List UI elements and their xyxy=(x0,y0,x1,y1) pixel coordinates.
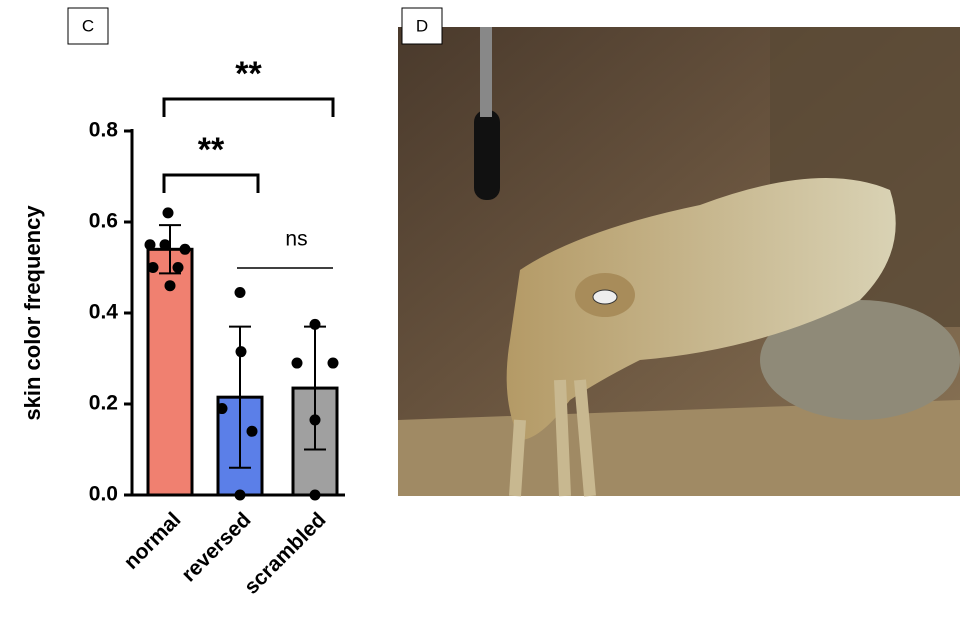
panel-box xyxy=(401,7,443,45)
significance-label: ** xyxy=(198,131,225,169)
x-tick-label: scrambled xyxy=(240,508,331,599)
y-tick-label: 0.6 xyxy=(89,210,118,233)
data-point xyxy=(309,414,321,426)
y-axis-label: skin color frequency xyxy=(20,205,45,421)
significance-label: ** xyxy=(235,55,262,93)
data-point xyxy=(216,403,228,415)
data-point xyxy=(179,243,191,255)
panel-label: D xyxy=(416,16,428,35)
data-point xyxy=(147,262,159,273)
data-point xyxy=(234,489,246,501)
data-point xyxy=(162,207,174,219)
significance-bracket xyxy=(162,97,335,117)
x-tick-label: reversed xyxy=(177,508,255,586)
photo xyxy=(398,27,960,497)
data-point xyxy=(309,318,321,330)
y-tick-label: 0.2 xyxy=(89,392,118,415)
y-tick-label: 0.8 xyxy=(89,119,119,142)
y-tick-label: 0.0 xyxy=(89,483,118,506)
data-point xyxy=(291,357,303,369)
data-point xyxy=(172,262,184,273)
significance-bracket xyxy=(162,173,260,193)
data-point xyxy=(234,287,246,299)
data-point xyxy=(144,239,156,251)
data-point xyxy=(309,489,321,501)
panel-label: C xyxy=(82,16,94,35)
data-point xyxy=(164,280,176,292)
data-point xyxy=(235,346,247,358)
significance-label: ns xyxy=(285,228,307,251)
x-tick-label: normal xyxy=(120,508,186,574)
y-tick-label: 0.4 xyxy=(89,301,119,324)
data-point xyxy=(159,239,171,251)
panel-box xyxy=(67,7,109,45)
data-point xyxy=(327,357,339,369)
data-point xyxy=(246,425,258,437)
